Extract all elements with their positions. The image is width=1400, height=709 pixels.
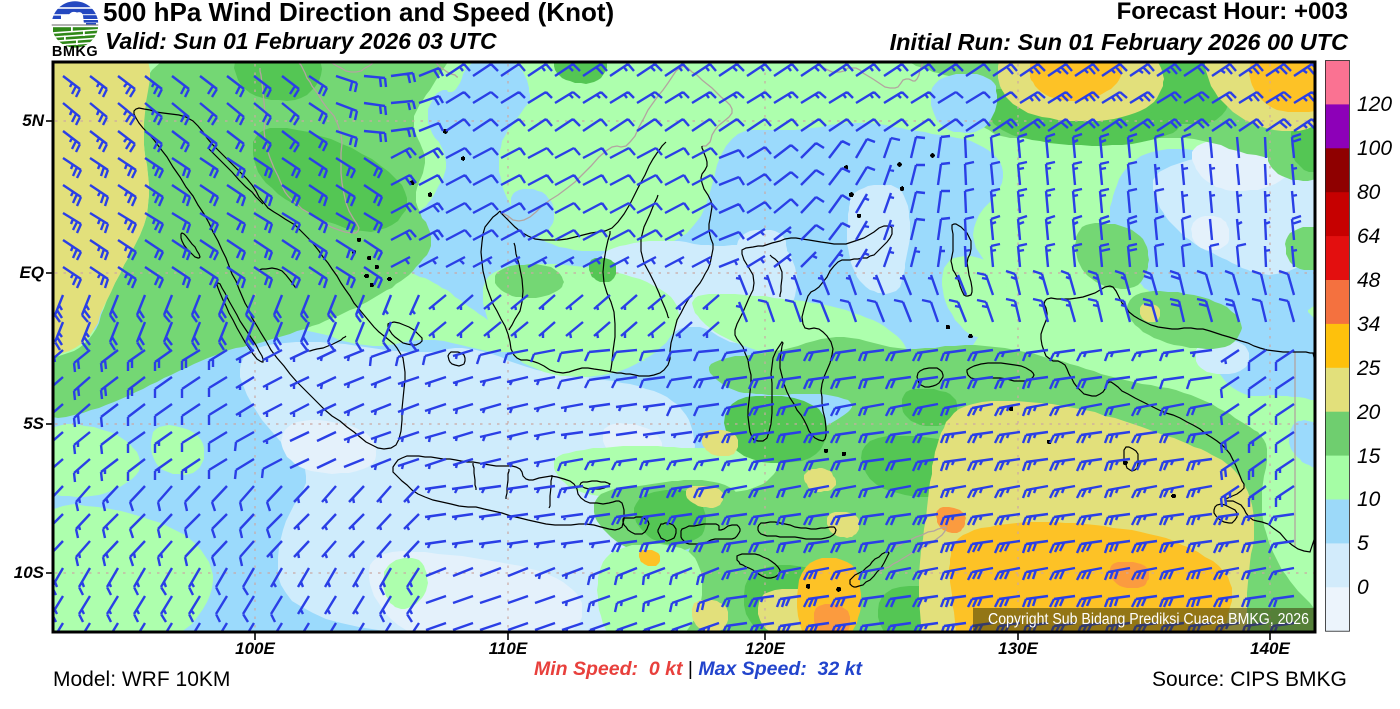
svg-text:Copyright Sub Bidang Prediksi: Copyright Sub Bidang Prediksi Cuaca BMKG… (988, 611, 1309, 628)
